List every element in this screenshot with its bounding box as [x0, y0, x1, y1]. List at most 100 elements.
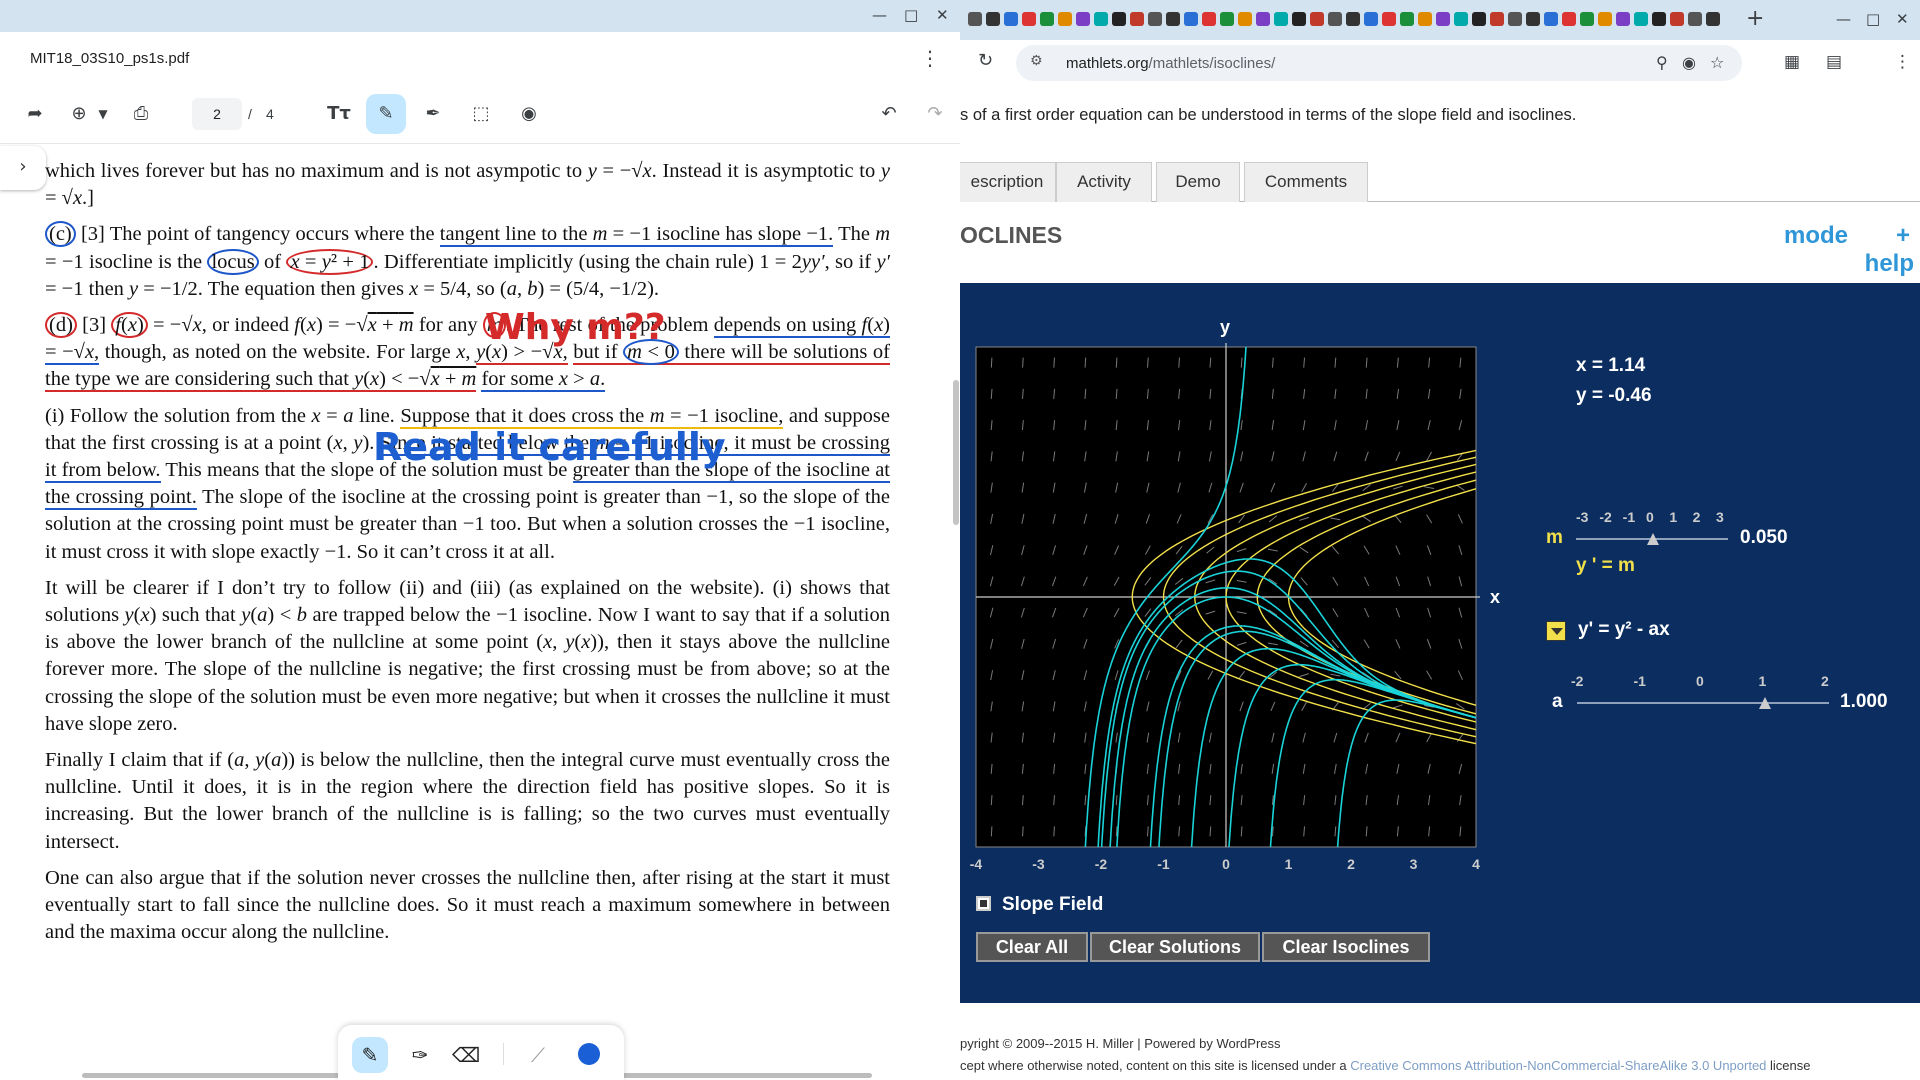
pinned-tab-favicon[interactable] [1688, 12, 1702, 26]
page-number-input[interactable]: 2 [192, 98, 242, 130]
clear-solutions-button[interactable]: Clear Solutions [1090, 932, 1260, 962]
pinned-tab-favicon[interactable] [1580, 12, 1594, 26]
reload-icon[interactable]: ↻ [978, 50, 994, 71]
pinned-tab-favicon[interactable] [968, 12, 982, 26]
clear-isoclines-button[interactable]: Clear Isoclines [1262, 932, 1430, 962]
maximize-icon[interactable]: □ [904, 6, 919, 24]
star-icon[interactable]: ☆ [1710, 53, 1725, 72]
zoom-icon[interactable]: ⊕ [71, 103, 87, 124]
pinned-tab-favicon[interactable] [1292, 12, 1306, 26]
pinned-tab-favicon[interactable] [1166, 12, 1180, 26]
m-slider-thumb[interactable] [1647, 533, 1660, 545]
pinned-tab-favicon[interactable] [1202, 12, 1216, 26]
ink-color-swatch[interactable] [578, 1043, 600, 1065]
pinned-tab-favicon[interactable] [1274, 12, 1288, 26]
sidebar-toggle-button[interactable]: › [0, 146, 46, 190]
pinned-tab-favicon[interactable] [1562, 12, 1576, 26]
pinned-tab-favicon[interactable] [1454, 12, 1468, 26]
pinned-tab-favicon[interactable] [1436, 12, 1450, 26]
pinned-tab-favicon[interactable] [1364, 12, 1378, 26]
pinned-tab-favicon[interactable] [1634, 12, 1648, 26]
share-icon[interactable]: ➦ [27, 103, 43, 124]
annotate-pen-icon[interactable]: ✎ [366, 94, 406, 134]
undo-icon[interactable]: ↶ [881, 103, 897, 124]
pinned-tab-favicon[interactable] [1472, 12, 1486, 26]
close-icon[interactable]: ✕ [1896, 10, 1909, 28]
pinned-tab-favicon[interactable] [1382, 12, 1396, 26]
pinned-tab-favicon[interactable] [1148, 12, 1162, 26]
slope-segment [1147, 357, 1149, 368]
pen-icon[interactable]: ✎ [352, 1037, 388, 1073]
pinned-tab-favicon[interactable] [1184, 12, 1198, 26]
pinned-tab-favicon[interactable] [1022, 12, 1036, 26]
graph-canvas[interactable]: x y -4 -3 -2 -1 0 1 2 3 4 [960, 283, 1580, 883]
pinned-tab-favicon[interactable] [1490, 12, 1504, 26]
pinned-tab-favicon[interactable] [1310, 12, 1324, 26]
pinned-tab-favicon[interactable] [1670, 12, 1684, 26]
pinned-tab-favicon[interactable] [1652, 12, 1666, 26]
a-slider-thumb[interactable] [1758, 697, 1771, 709]
tab-demo[interactable]: Demo [1156, 162, 1240, 202]
eraser-icon[interactable]: ⌫ [451, 1043, 481, 1067]
zoom-icon[interactable]: ⚲ [1656, 53, 1668, 72]
maximize-icon[interactable]: □ [1866, 10, 1881, 28]
url-text[interactable]: mathlets.org/mathlets/isoclines/ [1066, 55, 1275, 72]
tab-comments[interactable]: Comments [1244, 162, 1368, 202]
tab-description[interactable]: escription [960, 162, 1056, 202]
pinned-tab-favicon[interactable] [1256, 12, 1270, 26]
pinned-tab-favicon[interactable] [1220, 12, 1234, 26]
pinned-tab-favicon[interactable] [1598, 12, 1612, 26]
minimize-icon[interactable]: — [872, 6, 887, 24]
pinned-tabs[interactable] [960, 10, 1720, 30]
help-link[interactable]: help [1864, 250, 1914, 277]
pinned-tab-favicon[interactable] [1418, 12, 1432, 26]
address-bar[interactable]: ⚙ mathlets.org/mathlets/isoclines/ ⚲ ◉ ☆ [1016, 45, 1742, 81]
pinned-tab-favicon[interactable] [1238, 12, 1252, 26]
menu-icon[interactable]: ⋮ [1894, 52, 1911, 72]
pinned-tab-favicon[interactable] [986, 12, 1000, 26]
line-thickness-icon[interactable]: ⟋ [531, 1043, 545, 1067]
license-link[interactable]: Creative Commons Attribution-NonCommerci… [1350, 1058, 1767, 1073]
pinned-tab-favicon[interactable] [1616, 12, 1630, 26]
highlighter-icon[interactable]: ✑ [411, 1043, 429, 1067]
slope-field-checkbox[interactable] [976, 896, 991, 911]
pinned-tab-favicon[interactable] [1346, 12, 1360, 26]
clear-all-button[interactable]: Clear All [976, 932, 1088, 962]
text-size-icon[interactable]: Tτ [327, 103, 351, 124]
vertical-scrollbar[interactable] [953, 380, 959, 525]
screenshot-icon[interactable]: ◉ [521, 103, 537, 124]
pinned-tab-favicon[interactable] [1706, 12, 1720, 26]
close-icon[interactable]: ✕ [936, 6, 949, 24]
pinned-tab-favicon[interactable] [1058, 12, 1072, 26]
pinned-tab-favicon[interactable] [1526, 12, 1540, 26]
pinned-tab-favicon[interactable] [1400, 12, 1414, 26]
pdf-paragraph: Finally I claim that if (a, y(a)) is bel… [45, 749, 890, 853]
pinned-tab-favicon[interactable] [1004, 12, 1018, 26]
minimize-icon[interactable]: — [1836, 10, 1851, 28]
eye-slash-icon[interactable]: ◉ [1682, 53, 1696, 72]
plus-link[interactable]: + [1895, 222, 1910, 249]
redo-icon[interactable]: ↷ [927, 103, 943, 124]
equation-dropdown[interactable] [1546, 621, 1566, 641]
pinned-tab-favicon[interactable] [1040, 12, 1054, 26]
pinned-tab-favicon[interactable] [1544, 12, 1558, 26]
new-tab-icon[interactable]: + [1746, 6, 1765, 31]
select-area-icon[interactable]: ⬚ [472, 103, 490, 124]
print-icon[interactable]: ⎙ [133, 103, 149, 124]
pinned-tab-favicon[interactable] [1508, 12, 1522, 26]
tab-activity[interactable]: Activity [1056, 162, 1152, 202]
pinned-tab-favicon[interactable] [1130, 12, 1144, 26]
a-slider-track[interactable] [1577, 702, 1829, 704]
reading-mode-icon[interactable]: ▤ [1826, 52, 1843, 72]
pinned-tab-favicon[interactable] [1328, 12, 1342, 26]
extensions-icon[interactable]: ▦ [1784, 52, 1801, 72]
slope-segment [1426, 514, 1433, 524]
pinned-tab-favicon[interactable] [1094, 12, 1108, 26]
mode-link[interactable]: mode [1783, 222, 1848, 249]
site-info-icon[interactable]: ⚙ [1030, 53, 1043, 69]
pinned-tab-favicon[interactable] [1076, 12, 1090, 26]
signature-icon[interactable]: ✒ [425, 103, 441, 124]
more-options-icon[interactable]: ⋮ [920, 46, 940, 70]
pinned-tab-favicon[interactable] [1112, 12, 1126, 26]
chevron-down-icon[interactable]: ▼ [98, 107, 108, 121]
